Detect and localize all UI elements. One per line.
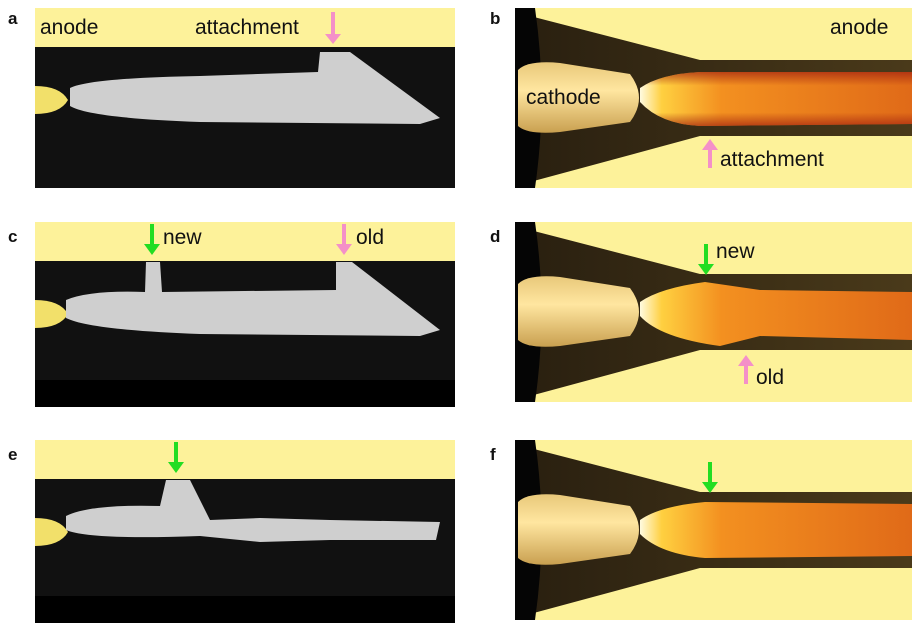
label: anode xyxy=(40,16,98,39)
panel-letter: a xyxy=(8,9,18,28)
label: attachment xyxy=(720,148,824,171)
panel-e: e xyxy=(8,440,455,623)
label: new xyxy=(163,226,202,249)
figure: a anode attachment b anode cathode attac… xyxy=(0,0,913,625)
label: attachment xyxy=(195,16,299,39)
label: old xyxy=(356,226,384,249)
panel-f: f xyxy=(490,440,912,620)
panel-a: a anode attachment xyxy=(8,8,455,188)
panel-d: d new old xyxy=(490,222,912,402)
label: new xyxy=(716,240,755,263)
label: cathode xyxy=(526,86,601,109)
label: anode xyxy=(830,16,888,39)
panel-letter: e xyxy=(8,445,17,464)
panel-b: b anode cathode attachment xyxy=(490,8,912,188)
panel-letter: b xyxy=(490,9,500,28)
panel-c: c new old xyxy=(8,222,455,407)
panel-letter: d xyxy=(490,227,500,246)
panel-letter: c xyxy=(8,227,17,246)
label: old xyxy=(756,366,784,389)
panel-letter: f xyxy=(490,445,496,464)
